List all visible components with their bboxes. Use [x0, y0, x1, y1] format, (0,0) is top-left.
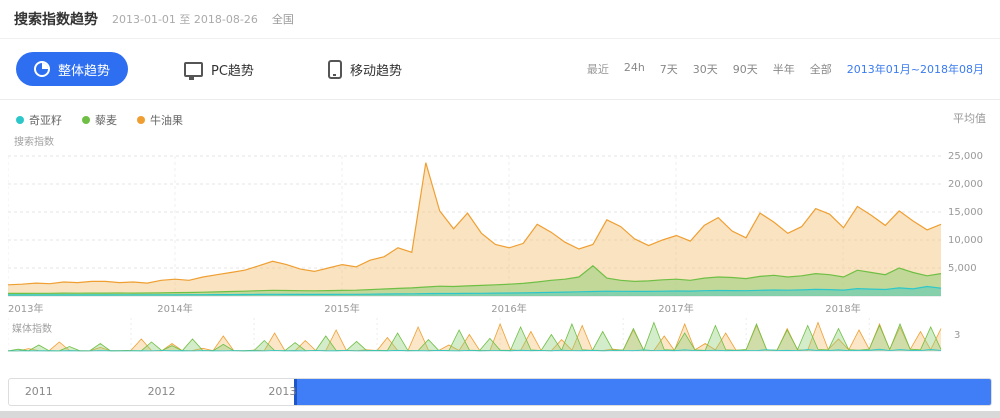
region-selector[interactable]: 全国 — [271, 13, 294, 26]
legend-dot — [16, 116, 24, 124]
x-tick-label: 2014年 — [157, 304, 193, 315]
search-index-chart[interactable] — [8, 146, 948, 302]
media-index-caption: 媒体指数 — [12, 324, 52, 335]
brush-year-label: 2012 — [147, 385, 176, 398]
legend-label: 藜麦 — [95, 114, 117, 127]
page-header: 搜索指数趋势 2013-01-01 至 2018-08-26 全国 — [0, 0, 1000, 39]
y-tick-label: 20,000 — [948, 179, 983, 190]
time-option[interactable]: 全部 — [809, 63, 832, 76]
legend-label: 奇亚籽 — [29, 114, 62, 127]
bottom-divider — [0, 411, 1000, 418]
phone-icon — [327, 59, 342, 79]
legend-dot — [82, 116, 90, 124]
brush-left-handle[interactable] — [293, 379, 297, 405]
time-option[interactable]: 7天 — [659, 63, 678, 76]
time-prefix-label: 最近 — [586, 63, 609, 76]
y-tick-label: 15,000 — [948, 207, 983, 218]
legend: 奇亚籽 藜麦 牛油果 — [16, 112, 203, 128]
time-option[interactable]: 30天 — [692, 63, 718, 76]
tab-mobile-trend[interactable]: 移动趋势 — [310, 52, 420, 86]
y-tick-label: 10,000 — [948, 235, 983, 246]
tab-mobile-label: 移动趋势 — [349, 63, 402, 79]
legend-label: 牛油果 — [150, 114, 183, 127]
time-option[interactable]: 半年 — [772, 63, 795, 76]
brush-selection[interactable] — [293, 379, 991, 405]
legend-item[interactable]: 藜麦 — [82, 112, 117, 128]
tab-pc-trend[interactable]: PC趋势 — [166, 52, 272, 86]
tab-pc-label: PC趋势 — [211, 63, 254, 79]
search-index-caption: 搜索指数 — [14, 137, 54, 148]
legend-dot — [137, 116, 145, 124]
average-value-label: 平均值 — [953, 112, 986, 125]
x-tick-label: 2013年 — [8, 304, 44, 315]
brush-year-label: 2011 — [24, 385, 53, 398]
timeline-brush[interactable]: 2011 2012 2013 — [8, 378, 992, 406]
brush-year-label: 2013 — [268, 385, 297, 398]
tab-overall-label: 整体趋势 — [58, 63, 111, 79]
legend-item[interactable]: 牛油果 — [137, 112, 183, 128]
trend-tabs-row: 整体趋势 PC趋势 移动趋势 最近 24h 7天 30天 90天 半年 全部 2013年0… — [0, 39, 1000, 100]
x-tick-label: 2017年 — [658, 304, 694, 315]
time-option[interactable]: 24h — [623, 61, 645, 74]
date-range-text: 2013-01-01 至 2018-08-26 — [112, 13, 258, 26]
media-index-chart[interactable] — [8, 318, 948, 352]
x-tick-label: 2018年 — [825, 304, 861, 315]
x-tick-label: 2016年 — [491, 304, 527, 315]
time-options: 24h 7天 30天 90天 半年 全部 — [624, 61, 832, 77]
media-axis-label: 3 — [954, 330, 961, 341]
y-tick-label: 25,000 — [948, 151, 983, 162]
monitor-icon — [184, 61, 204, 80]
legend-item[interactable]: 奇亚籽 — [16, 112, 62, 128]
page-title: 搜索指数趋势 — [14, 12, 98, 28]
tab-overall-trend[interactable]: 整体趋势 — [16, 52, 129, 86]
trend-circle-icon — [34, 61, 50, 77]
y-tick-label: 5,000 — [948, 263, 977, 274]
x-tick-label: 2015年 — [324, 304, 360, 315]
time-range-controls: 最近 24h 7天 30天 90天 半年 全部 2013年01月~2018年08月 — [587, 61, 984, 77]
time-option[interactable]: 90天 — [732, 63, 758, 76]
custom-date-range[interactable]: 2013年01月~2018年08月 — [846, 63, 984, 76]
